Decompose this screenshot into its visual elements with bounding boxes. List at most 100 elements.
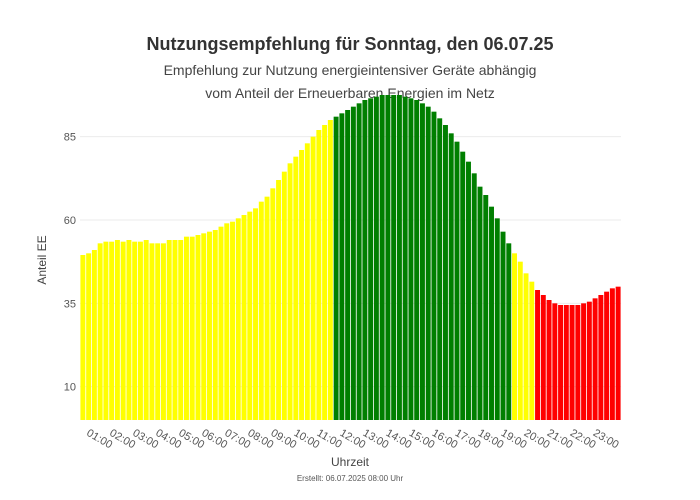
- bar[interactable]: [299, 150, 305, 420]
- bar[interactable]: [385, 95, 391, 420]
- bar[interactable]: [327, 120, 333, 420]
- bar[interactable]: [477, 186, 483, 420]
- y-tick-label: 35: [64, 298, 76, 310]
- bar[interactable]: [184, 236, 189, 420]
- bar[interactable]: [604, 291, 610, 420]
- bar[interactable]: [224, 223, 230, 420]
- bar[interactable]: [189, 236, 195, 420]
- bar[interactable]: [91, 250, 97, 420]
- bar[interactable]: [540, 295, 546, 420]
- bar[interactable]: [304, 143, 310, 420]
- bar[interactable]: [276, 180, 282, 420]
- bar[interactable]: [195, 235, 201, 420]
- bar[interactable]: [581, 303, 587, 420]
- bar[interactable]: [322, 125, 328, 420]
- x-tick-label: 22:00: [568, 427, 598, 451]
- bar[interactable]: [120, 241, 126, 420]
- bar[interactable]: [178, 240, 184, 420]
- bar[interactable]: [97, 243, 103, 420]
- x-tick-label: 16:00: [430, 427, 460, 451]
- bar[interactable]: [149, 243, 155, 420]
- bar[interactable]: [166, 240, 172, 420]
- bar[interactable]: [506, 243, 512, 420]
- bar[interactable]: [339, 113, 345, 420]
- bar[interactable]: [230, 221, 235, 420]
- bar[interactable]: [356, 103, 362, 420]
- bar[interactable]: [160, 243, 166, 420]
- bar[interactable]: [235, 218, 241, 420]
- bar[interactable]: [442, 125, 448, 420]
- bar[interactable]: [396, 95, 402, 420]
- bar[interactable]: [379, 95, 385, 420]
- bar[interactable]: [546, 300, 552, 420]
- bar[interactable]: [212, 230, 218, 420]
- bar[interactable]: [132, 241, 138, 420]
- bar[interactable]: [293, 156, 299, 421]
- bar[interactable]: [558, 305, 564, 420]
- bar[interactable]: [414, 100, 420, 420]
- bar[interactable]: [408, 98, 414, 420]
- bar[interactable]: [137, 241, 143, 420]
- bar[interactable]: [489, 206, 494, 420]
- bar[interactable]: [419, 103, 425, 420]
- bar[interactable]: [552, 303, 558, 420]
- bar[interactable]: [402, 96, 408, 421]
- bar[interactable]: [569, 305, 575, 420]
- bar[interactable]: [454, 141, 460, 421]
- bar[interactable]: [425, 106, 431, 421]
- bar[interactable]: [241, 215, 247, 420]
- bar[interactable]: [448, 133, 454, 420]
- bar[interactable]: [109, 241, 115, 420]
- bar[interactable]: [350, 106, 356, 421]
- bar[interactable]: [609, 288, 615, 420]
- bar[interactable]: [368, 98, 374, 420]
- bar[interactable]: [437, 118, 443, 420]
- bar[interactable]: [483, 195, 489, 420]
- bar[interactable]: [592, 298, 598, 420]
- x-tick-label: 06:00: [200, 427, 230, 451]
- bar[interactable]: [86, 253, 92, 420]
- bar[interactable]: [517, 261, 523, 420]
- bar[interactable]: [523, 273, 529, 420]
- bar[interactable]: [287, 163, 293, 420]
- bar[interactable]: [431, 111, 437, 421]
- bar[interactable]: [535, 290, 541, 420]
- bar[interactable]: [373, 96, 379, 421]
- bar[interactable]: [172, 240, 178, 420]
- bar[interactable]: [310, 136, 316, 421]
- bar[interactable]: [598, 295, 604, 420]
- bar[interactable]: [264, 196, 270, 420]
- bar[interactable]: [529, 281, 535, 420]
- bar[interactable]: [258, 201, 264, 420]
- bar[interactable]: [201, 233, 207, 420]
- bar[interactable]: [126, 240, 132, 420]
- bar[interactable]: [316, 130, 322, 420]
- bar[interactable]: [575, 305, 581, 420]
- bar[interactable]: [391, 95, 397, 420]
- bar[interactable]: [362, 100, 368, 420]
- bar[interactable]: [270, 188, 276, 420]
- bar[interactable]: [500, 231, 506, 420]
- bar[interactable]: [586, 301, 592, 420]
- bar[interactable]: [218, 226, 224, 420]
- x-tick-label: 19:00: [499, 427, 529, 451]
- bar[interactable]: [155, 243, 161, 420]
- bar[interactable]: [563, 305, 569, 420]
- chart-subtitle-line-2: vom Anteil der Erneuerbaren Energien im …: [205, 85, 494, 101]
- bar[interactable]: [114, 240, 120, 420]
- bar[interactable]: [143, 240, 149, 420]
- bar[interactable]: [494, 218, 500, 420]
- bar[interactable]: [253, 208, 259, 420]
- bar[interactable]: [207, 231, 212, 420]
- bar[interactable]: [615, 286, 621, 420]
- bar[interactable]: [333, 116, 339, 421]
- bar[interactable]: [471, 173, 477, 420]
- bar[interactable]: [103, 241, 109, 420]
- bar[interactable]: [80, 255, 86, 420]
- bar[interactable]: [247, 211, 253, 420]
- bar[interactable]: [512, 253, 517, 420]
- bar[interactable]: [345, 110, 351, 420]
- bar[interactable]: [281, 171, 287, 420]
- bar[interactable]: [466, 161, 471, 421]
- bar[interactable]: [460, 151, 466, 421]
